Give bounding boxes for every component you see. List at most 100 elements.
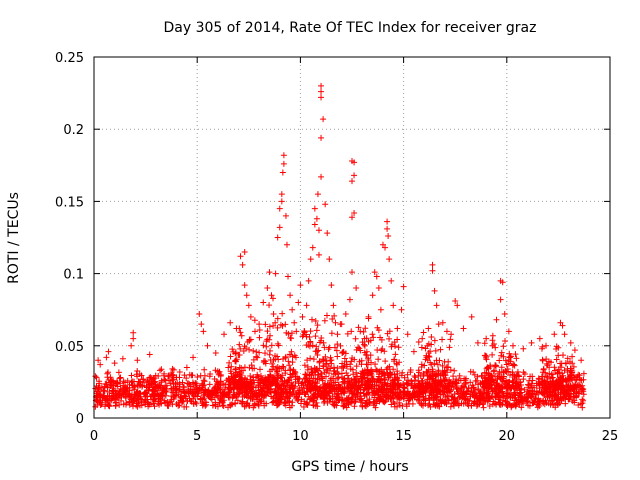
- data-point: [97, 361, 104, 368]
- activity-point: [347, 383, 354, 390]
- data-point: [309, 244, 316, 251]
- baseline-point: [472, 394, 478, 401]
- data-point: [375, 285, 382, 292]
- baseline-point: [267, 389, 274, 396]
- activity-point: [514, 372, 521, 379]
- baseline-point: [444, 389, 451, 396]
- baseline-point: [168, 385, 175, 392]
- activity-point: [498, 369, 505, 376]
- data-point: [200, 328, 207, 335]
- activity-point: [361, 342, 368, 349]
- baseline-point: [94, 394, 101, 401]
- baseline-point: [357, 389, 364, 396]
- baseline-point: [375, 392, 382, 399]
- baseline-point: [450, 384, 457, 391]
- activity-point: [363, 382, 370, 389]
- data-point: [342, 311, 349, 318]
- activity-point: [365, 378, 372, 385]
- activity-point: [341, 355, 348, 362]
- data-point: [251, 328, 258, 335]
- baseline-point: [97, 402, 104, 408]
- baseline-point: [442, 399, 449, 406]
- baseline-point: [524, 398, 531, 405]
- activity-point: [369, 331, 376, 338]
- baseline-point: [176, 369, 183, 375]
- activity-point: [499, 384, 506, 391]
- activity-point: [267, 371, 274, 378]
- activity-point: [262, 380, 269, 387]
- data-point: [385, 233, 392, 240]
- baseline-point: [554, 401, 561, 408]
- baseline-point: [401, 384, 407, 391]
- baseline-point: [462, 399, 469, 406]
- baseline-point: [394, 396, 401, 402]
- activity-point: [561, 367, 568, 374]
- x-tick-label: 0: [90, 429, 98, 444]
- baseline-point: [149, 391, 156, 398]
- baseline-point: [459, 383, 466, 389]
- baseline-point: [113, 391, 120, 398]
- activity-point: [331, 312, 338, 319]
- activity-point: [428, 334, 435, 341]
- baseline-point: [497, 394, 504, 401]
- activity-point: [322, 380, 329, 387]
- activity-point: [353, 346, 360, 353]
- baseline-point: [230, 393, 237, 400]
- baseline-point: [135, 378, 142, 385]
- data-point: [410, 348, 417, 355]
- activity-point: [260, 342, 267, 349]
- baseline-point: [123, 401, 129, 408]
- activity-point: [312, 333, 319, 340]
- data-point: [314, 191, 321, 198]
- activity-point: [268, 342, 275, 349]
- data-point: [280, 160, 287, 167]
- baseline-point: [163, 382, 170, 389]
- activity-point: [434, 361, 441, 368]
- activity-point: [366, 381, 373, 388]
- activity-point: [231, 374, 238, 381]
- activity-point: [570, 363, 577, 370]
- activity-point: [256, 349, 263, 356]
- activity-point: [377, 334, 384, 341]
- data-point: [190, 354, 197, 361]
- baseline-point: [154, 390, 160, 397]
- baseline-point: [345, 400, 352, 407]
- activity-point: [250, 347, 257, 354]
- data-point: [260, 299, 267, 306]
- data-point: [351, 209, 358, 216]
- activity-point: [443, 385, 450, 392]
- data-point: [509, 342, 516, 349]
- activity-point: [557, 360, 564, 367]
- baseline-point: [348, 395, 355, 402]
- activity-point: [253, 353, 260, 360]
- activity-point: [539, 378, 546, 385]
- baseline-point: [270, 399, 277, 406]
- activity-point: [280, 363, 287, 370]
- data-point: [146, 351, 153, 358]
- baseline-point: [214, 392, 220, 399]
- baseline-point: [222, 381, 229, 388]
- activity-point: [328, 383, 335, 390]
- activity-point: [306, 333, 313, 340]
- activity-point: [438, 380, 445, 387]
- baseline-point: [113, 380, 120, 387]
- data-point: [371, 269, 378, 276]
- activity-point: [343, 358, 350, 365]
- activity-point: [269, 360, 276, 367]
- data-point: [351, 159, 358, 166]
- activity-point: [275, 342, 282, 349]
- data-point: [266, 269, 273, 276]
- activity-point: [367, 367, 374, 374]
- data-point: [536, 335, 543, 342]
- activity-point: [552, 381, 559, 388]
- activity-point: [386, 369, 393, 376]
- baseline-point: [104, 384, 111, 391]
- activity-point: [261, 350, 268, 357]
- baseline-point: [467, 379, 474, 386]
- activity-point: [391, 382, 398, 389]
- data-point: [212, 350, 219, 357]
- activity-point: [344, 372, 351, 379]
- activity-point: [481, 385, 488, 392]
- activity-point: [232, 366, 239, 373]
- y-tick-label: 0: [76, 412, 84, 427]
